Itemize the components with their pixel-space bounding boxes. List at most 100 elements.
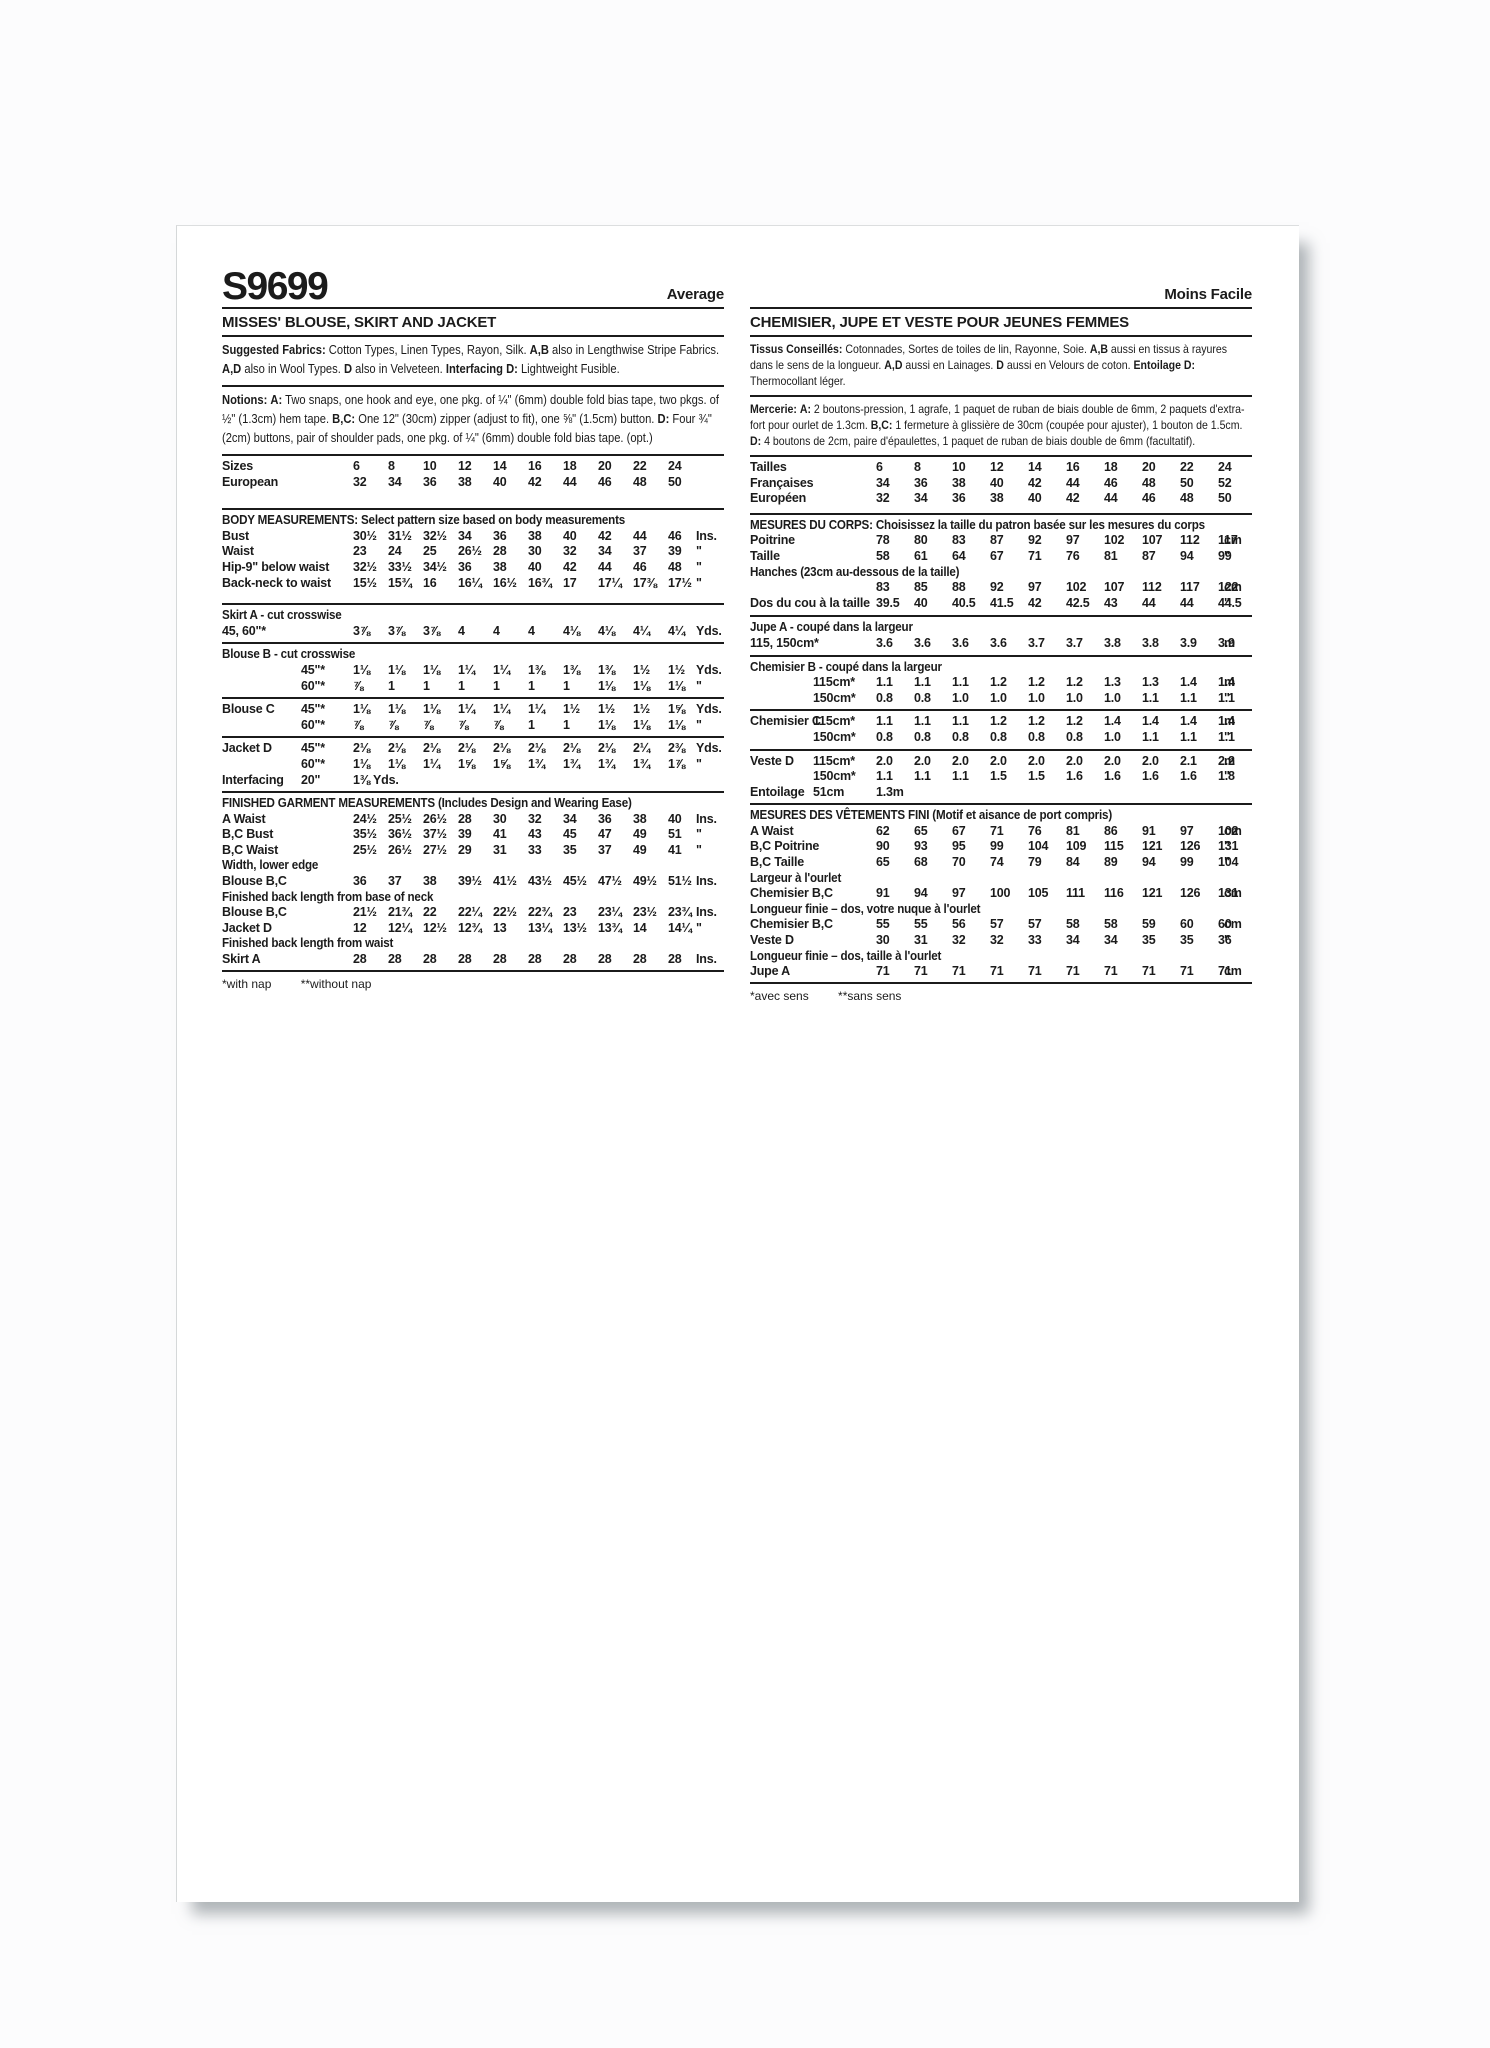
cell-value: 6 bbox=[353, 459, 360, 473]
cell-value: 40 bbox=[990, 475, 1004, 490]
cell-value: 34 bbox=[388, 474, 402, 489]
cell-value: 0.8 bbox=[1028, 729, 1045, 744]
cell-value: 34 bbox=[1066, 933, 1080, 948]
cell-value: 1⅛ bbox=[388, 662, 405, 677]
cell-value: 8 bbox=[914, 460, 921, 474]
cell-value: 23¼ bbox=[598, 905, 622, 920]
data-row: A Waist 24½ 25½ 26½ 28 30 32 34 36 38 40 Ins. bbox=[222, 812, 724, 828]
cell-value: 71 bbox=[914, 964, 928, 979]
cell-value: 1.6 bbox=[1142, 769, 1159, 784]
cell-value: 57 bbox=[1028, 917, 1042, 932]
cell-value: 40 bbox=[528, 559, 542, 574]
cell-value: 41 bbox=[493, 827, 507, 842]
cell-value: 83 bbox=[876, 580, 890, 595]
cell-value: 25½ bbox=[388, 811, 412, 826]
data-row: B,C Bust 35½ 36½ 37½ 39 41 43 45 47 49 51 " bbox=[222, 827, 724, 843]
cell-value: 117 bbox=[1218, 533, 1238, 548]
table-section: Chemisier B - coupé dans la largeur 115cm… bbox=[750, 657, 1252, 712]
cell-value: 1.1 bbox=[876, 769, 893, 784]
cell-value: 2⅛ bbox=[388, 741, 405, 756]
cell-value: 44 bbox=[1104, 491, 1118, 506]
cell-value: 3.8 bbox=[1142, 635, 1159, 650]
cell-value: 112 bbox=[1142, 580, 1162, 595]
cell-value: 88 bbox=[952, 580, 966, 595]
cell-value: 0.8 bbox=[914, 690, 931, 705]
cell-value: 36 bbox=[423, 474, 437, 489]
row-label: Jacket D bbox=[222, 920, 272, 935]
unit-label: Yds. bbox=[696, 662, 722, 677]
data-row: Bust 30½ 31½ 32½ 34 36 38 40 42 44 46 Ins. bbox=[222, 529, 724, 545]
unit-label: " bbox=[1224, 769, 1230, 784]
cell-value: 131 bbox=[1218, 886, 1239, 901]
cell-value: 44 bbox=[563, 474, 577, 489]
difficulty-rating-en: Average bbox=[666, 286, 724, 303]
cell-value: 68 bbox=[914, 855, 928, 870]
unit-label: " bbox=[696, 756, 702, 771]
cell-value: 36 bbox=[493, 528, 507, 543]
cell-value: 37 bbox=[633, 544, 647, 559]
cell-value: 1¼ bbox=[493, 702, 510, 717]
cell-value: 44.5 bbox=[1218, 595, 1242, 610]
label-row: Largeur à l'ourlet bbox=[750, 870, 842, 885]
row-sublabel: 45"* bbox=[301, 662, 325, 677]
cell-value: 38 bbox=[458, 474, 472, 489]
cell-value: 3.7 bbox=[1066, 635, 1083, 650]
table-section: Blouse B - cut crosswise 45"* 1⅛ 1⅛ 1⅛ 1¼ 1¼ 1⅜… bbox=[222, 644, 724, 700]
cell-value: 36 bbox=[353, 874, 367, 889]
cell-value: 2.0 bbox=[876, 753, 893, 768]
row-sublabel: 115cm* bbox=[813, 714, 855, 729]
data-row: Jacket D 45"* 2⅛ 2⅛ 2⅛ 2⅛ 2⅛ 2⅛ 2⅛ 2⅛ 2¼ 2⅜ Yds. bbox=[222, 741, 724, 757]
table-section: Sizes 6 8 10 12 14 16 18 20 22 24 European 32 34 36 38 4… bbox=[222, 456, 724, 511]
cell-value: 28 bbox=[528, 952, 542, 967]
cell-value: 32 bbox=[876, 491, 890, 506]
table-section: Blouse C 45"* 1⅛ 1⅛ 1⅛ 1¼ 1¼ 1¼ 1½ 1½ 1½ 1⅝ Yds. 60"*… bbox=[222, 699, 724, 739]
cell-value: 38 bbox=[990, 491, 1004, 506]
data-row: Chemisier B,C 55 55 56 57 57 58 58 59 60 60 cm bbox=[750, 917, 1252, 933]
cell-value: 33½ bbox=[388, 559, 412, 574]
cell-value: 1.3 bbox=[1104, 675, 1121, 690]
cell-value: 40 bbox=[1028, 491, 1042, 506]
cell-value: 28 bbox=[458, 811, 472, 826]
cell-value: 3⅞ bbox=[423, 623, 440, 638]
cell-value: 1.4 bbox=[1218, 675, 1235, 690]
row-label: B,C Bust bbox=[222, 827, 274, 842]
cell-value: 37 bbox=[388, 874, 402, 889]
cell-value: 71 bbox=[1066, 964, 1080, 979]
unit-label: Ins. bbox=[696, 952, 717, 967]
cell-value: 48 bbox=[633, 474, 647, 489]
cell-value: 1⅛ bbox=[668, 717, 685, 732]
pattern-number: S9699 bbox=[222, 265, 329, 308]
cell-value: 42 bbox=[1028, 475, 1042, 490]
cell-value: 1.5 bbox=[990, 769, 1007, 784]
unit-label: " bbox=[1224, 548, 1230, 563]
row-value: 1.3m bbox=[876, 784, 904, 799]
cell-value: 12 bbox=[353, 920, 367, 935]
cell-value: 0.8 bbox=[876, 729, 893, 744]
cell-value: 35 bbox=[1180, 933, 1194, 948]
cell-value: 1.0 bbox=[1104, 729, 1121, 744]
cell-value: 1.4 bbox=[1104, 714, 1121, 729]
unit-label: Yds. bbox=[696, 623, 722, 638]
cell-value: 71 bbox=[990, 964, 1004, 979]
cell-value: 122 bbox=[1218, 580, 1239, 595]
cell-value: 76 bbox=[1028, 823, 1042, 838]
data-row: Taille 58 61 64 67 71 76 81 87 94 99 " bbox=[750, 549, 1252, 565]
cell-value: 1.5 bbox=[1028, 769, 1045, 784]
row-label: Blouse B,C bbox=[222, 905, 287, 920]
data-row: Veste D 30 31 32 32 33 34 34 35 35 36 " bbox=[750, 933, 1252, 949]
row-label: European bbox=[222, 474, 279, 489]
cell-value: 60 bbox=[1180, 917, 1194, 932]
section-header-row: MESURES DES VÊTEMENTS FINI (Motif et ais… bbox=[750, 808, 1113, 823]
cell-value: 1⅝ bbox=[493, 756, 510, 771]
cell-value: 1.1 bbox=[1180, 729, 1197, 744]
cell-value: 36 bbox=[598, 811, 612, 826]
row-sublabel: 60"* bbox=[301, 756, 325, 771]
cell-value: 32 bbox=[353, 474, 367, 489]
row-sublabel: 45"* bbox=[301, 741, 325, 756]
row-sublabel: 115cm* bbox=[813, 753, 855, 768]
cell-value: 23¾ bbox=[668, 905, 692, 920]
row-label: Poitrine bbox=[750, 533, 795, 548]
row-sublabel: 45"* bbox=[301, 702, 325, 717]
row-label: Taille bbox=[750, 548, 780, 563]
cell-value: 41½ bbox=[493, 874, 517, 889]
